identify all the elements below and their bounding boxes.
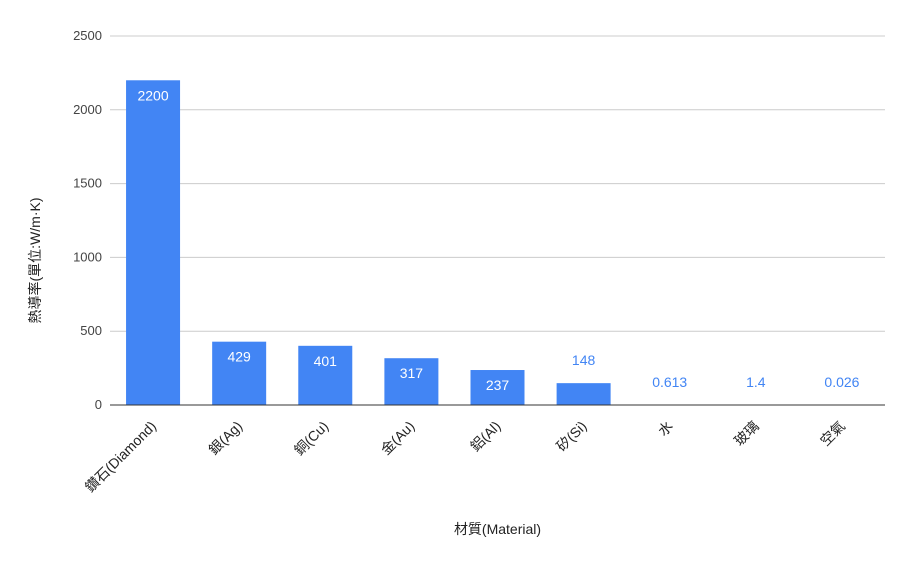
data-label: 401 <box>314 353 338 369</box>
data-label: 2200 <box>137 87 168 103</box>
bar <box>298 345 353 405</box>
x-tick-label: 銅(Cu) <box>291 418 331 458</box>
x-tick-label: 銀(Ag) <box>205 418 245 458</box>
data-label: 429 <box>227 349 251 365</box>
y-axis-ticks: 0 500 1000 1500 2000 2500 <box>73 28 102 412</box>
x-tick-label: 玻璃 <box>731 418 762 449</box>
y-axis-title: 熱導率(單位:W/m·K) <box>27 198 43 324</box>
bars <box>126 80 869 405</box>
y-tick-label: 500 <box>80 323 102 338</box>
bar <box>470 370 525 405</box>
data-labels: 2200 429 401 317 237 148 0.613 1.4 0.026 <box>137 87 859 393</box>
data-label: 148 <box>572 352 596 368</box>
gridlines <box>110 35 885 332</box>
x-tick-label: 鑽石(Diamond) <box>82 418 159 495</box>
data-label: 237 <box>486 377 510 393</box>
data-label: 317 <box>400 365 424 381</box>
data-label: 1.4 <box>746 374 766 390</box>
x-tick-label: 金(Au) <box>378 418 418 458</box>
bar <box>556 383 611 405</box>
y-tick-label: 1500 <box>73 176 102 191</box>
data-label: 0.026 <box>824 374 859 390</box>
x-tick-label: 鋁(Al) <box>467 418 504 455</box>
data-label: 0.613 <box>652 374 687 390</box>
x-tick-label: 矽(Si) <box>553 418 590 455</box>
bar <box>212 341 267 405</box>
x-axis-title: 材質(Material) <box>454 521 541 537</box>
y-tick-label: 2000 <box>73 102 102 117</box>
bar <box>126 80 181 405</box>
x-tick-label: 空氣 <box>817 418 848 449</box>
y-tick-label: 0 <box>95 397 102 412</box>
x-axis-ticks: 鑽石(Diamond) 銀(Ag) 銅(Cu) 金(Au) 鋁(Al) 矽(Si) 水 玻璃 空… <box>82 418 848 495</box>
y-tick-label: 2500 <box>73 28 102 43</box>
bar <box>384 358 439 405</box>
y-tick-label: 1000 <box>73 249 102 264</box>
x-tick-label: 水 <box>655 418 676 439</box>
